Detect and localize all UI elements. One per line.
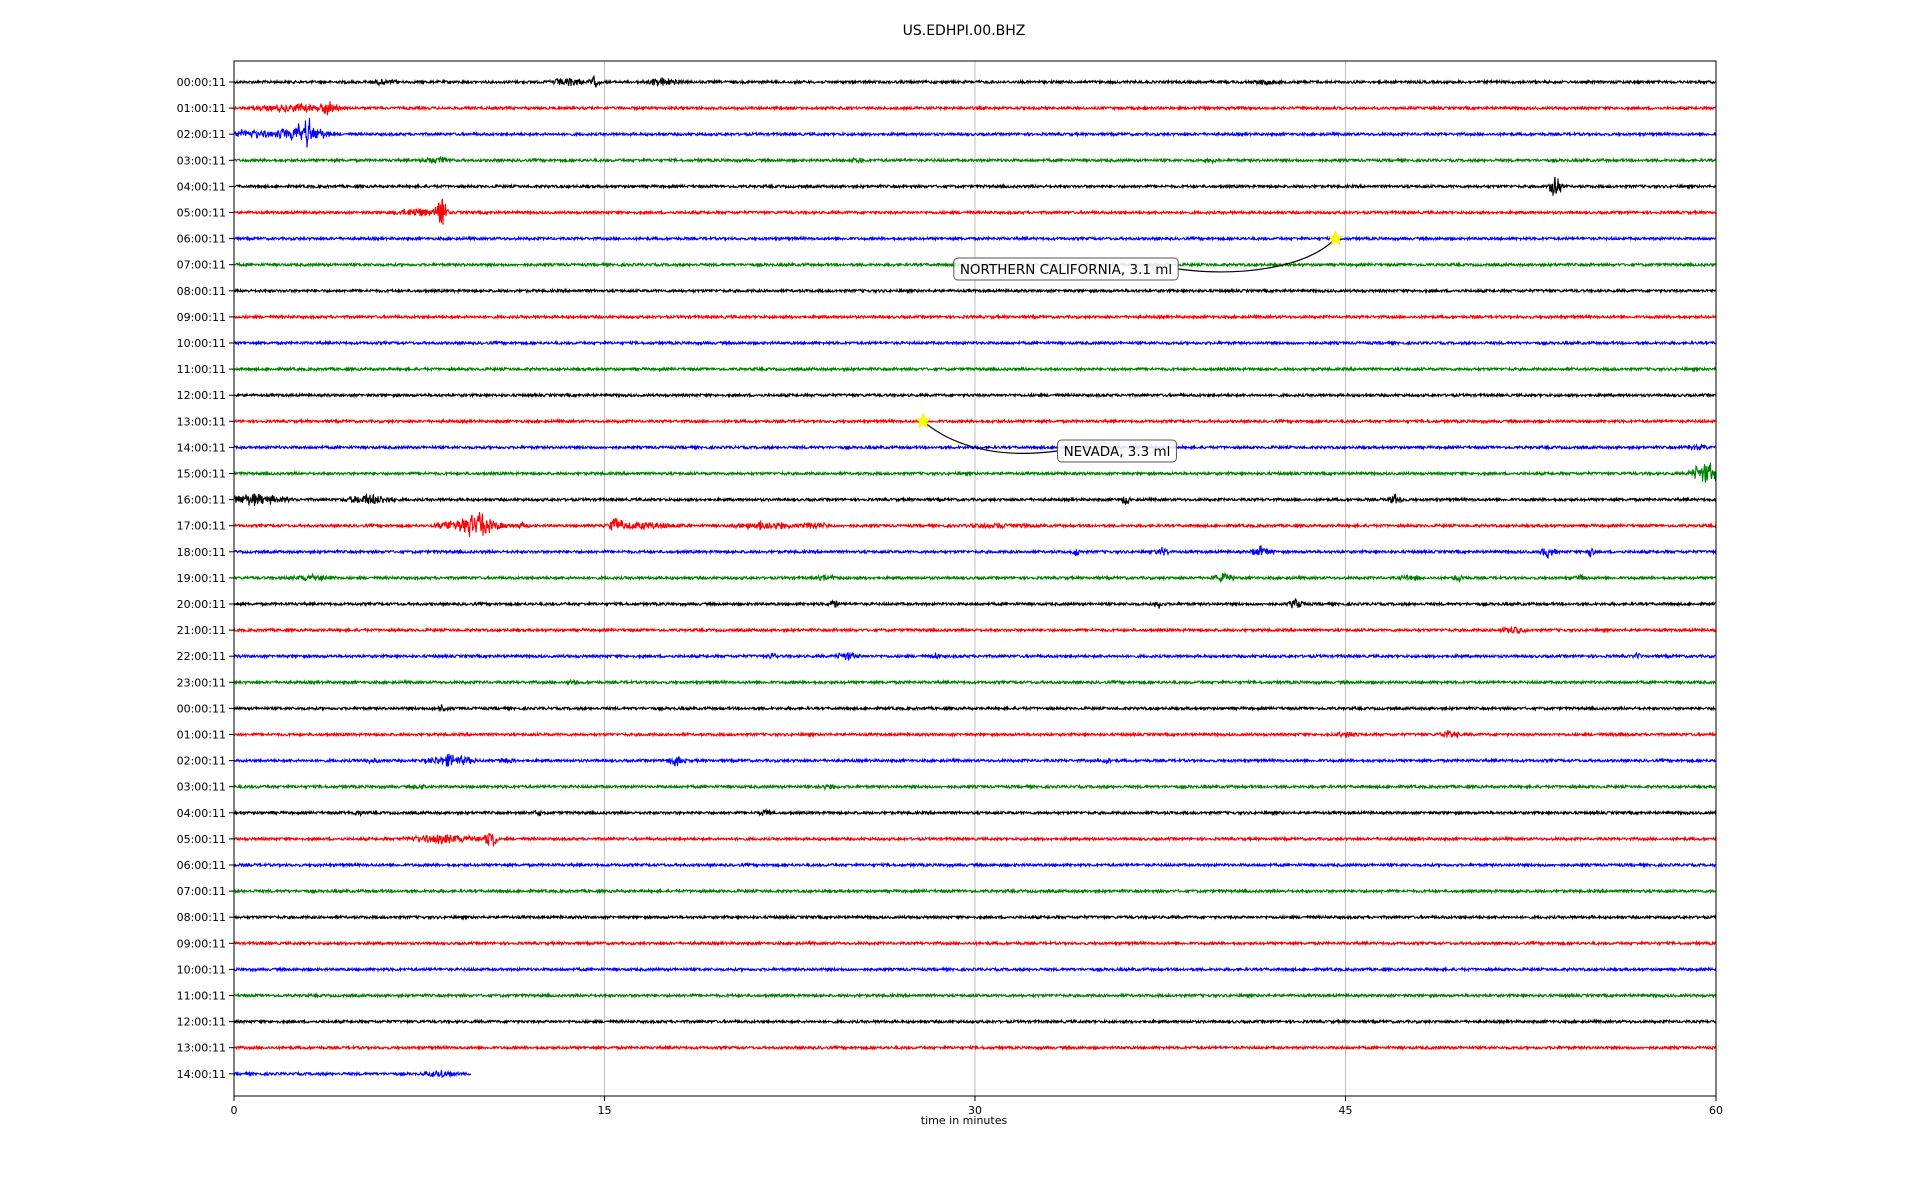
trace-row-18 — [233, 545, 1717, 559]
row-time-label: 01:00:11 — [177, 102, 226, 115]
row-time-label: 04:00:11 — [177, 807, 226, 820]
x-tick-label: 45 — [1339, 1104, 1353, 1117]
row-time-label: 12:00:11 — [177, 1016, 226, 1029]
row-time-label: 13:00:11 — [177, 415, 226, 428]
row-time-label: 09:00:11 — [177, 311, 226, 324]
row-time-label: 02:00:11 — [177, 128, 226, 141]
trace-row-3 — [233, 156, 1717, 165]
event-connector — [1178, 238, 1337, 273]
row-time-label: 07:00:11 — [177, 885, 226, 898]
event-label-box — [1057, 439, 1177, 463]
row-time-label: 00:00:11 — [177, 76, 226, 89]
trace-row-25 — [233, 729, 1717, 740]
row-time-label: 11:00:11 — [177, 990, 226, 1003]
row-time-label: 06:00:11 — [177, 859, 226, 872]
row-time-label: 19:00:11 — [177, 572, 226, 585]
row-time-label: 03:00:11 — [177, 154, 226, 167]
trace-row-15 — [233, 462, 1717, 483]
x-axis-ticks: 0 15 30 45 60 — [231, 1096, 1723, 1117]
trace-row-27 — [233, 783, 1717, 792]
trace-row-13 — [233, 417, 1717, 425]
x-tick-label: 0 — [231, 1104, 238, 1117]
trace-row-20 — [233, 598, 1717, 609]
trace-row-29 — [233, 832, 1717, 847]
event-label: NORTHERN CALIFORNIA, 3.1 ml — [960, 262, 1172, 278]
trace-row-1 — [233, 101, 1717, 116]
row-time-label: 07:00:11 — [177, 259, 226, 272]
row-time-label: 15:00:11 — [177, 468, 226, 481]
trace-row-31 — [233, 887, 1717, 895]
trace-row-23 — [233, 678, 1717, 686]
trace-row-36 — [233, 1018, 1717, 1025]
row-time-label: 20:00:11 — [177, 598, 226, 611]
event-connector — [922, 420, 1058, 454]
row-time-label: 05:00:11 — [177, 207, 226, 220]
row-time-labels: 00:00:11 01:00:11 02:00:11 03:00:11 04:00:11… — [177, 76, 234, 1081]
row-time-label: 14:00:11 — [177, 1068, 226, 1081]
row-time-label: 17:00:11 — [177, 520, 226, 533]
row-time-label: 10:00:11 — [177, 963, 226, 976]
row-time-label: 11:00:11 — [177, 363, 226, 376]
x-tick-label: 60 — [1709, 1104, 1723, 1117]
trace-row-8 — [233, 287, 1717, 295]
trace-row-9 — [233, 313, 1717, 321]
trace-row-32 — [233, 913, 1717, 921]
plot-frame — [233, 60, 1717, 1097]
x-axis-label: time in minutes — [921, 1114, 1008, 1127]
trace-row-5 — [233, 198, 1717, 225]
row-time-label: 06:00:11 — [177, 233, 226, 246]
row-time-label: 16:00:11 — [177, 494, 226, 507]
trace-row-19 — [233, 571, 1717, 584]
row-time-label: 18:00:11 — [177, 546, 226, 559]
event-star-icon — [914, 412, 932, 429]
row-time-label: 08:00:11 — [177, 911, 226, 924]
trace-row-37 — [233, 1044, 1717, 1052]
trace-row-16 — [233, 492, 1717, 507]
trace-row-17 — [233, 511, 1717, 538]
trace-row-12 — [233, 391, 1717, 399]
trace-group — [233, 75, 1717, 1079]
trace-row-11 — [233, 365, 1717, 373]
event-star-icon — [1327, 229, 1344, 246]
row-time-label: 13:00:11 — [177, 1042, 226, 1055]
trace-row-4 — [233, 176, 1717, 196]
trace-row-35 — [233, 992, 1717, 999]
trace-row-2 — [233, 118, 1717, 148]
row-time-label: 09:00:11 — [177, 937, 226, 950]
row-time-label: 02:00:11 — [177, 755, 226, 768]
row-time-label: 00:00:11 — [177, 702, 226, 715]
row-time-label: 05:00:11 — [177, 833, 226, 846]
row-time-label: 04:00:11 — [177, 180, 226, 193]
row-time-label: 21:00:11 — [177, 624, 226, 637]
trace-row-22 — [233, 651, 1717, 662]
row-time-label: 14:00:11 — [177, 441, 226, 454]
row-time-label: 03:00:11 — [177, 781, 226, 794]
event-annotation: NEVADA, 3.3 ml — [914, 412, 1177, 463]
trace-row-28 — [233, 807, 1717, 818]
row-time-label: 10:00:11 — [177, 337, 226, 350]
row-time-label: 08:00:11 — [177, 285, 226, 298]
trace-row-38 — [233, 1069, 472, 1079]
trace-row-33 — [233, 939, 1717, 947]
x-tick-label: 30 — [968, 1104, 982, 1117]
trace-row-34 — [233, 965, 1717, 973]
row-time-label: 12:00:11 — [177, 389, 226, 402]
row-time-label: 01:00:11 — [177, 729, 226, 742]
trace-row-0 — [233, 75, 1717, 88]
trace-row-6 — [233, 235, 1717, 242]
chart-title: US.EDHPI.00.BHZ — [903, 23, 1026, 39]
trace-row-21 — [233, 625, 1717, 634]
event-label: NEVADA, 3.3 ml — [1064, 444, 1171, 460]
row-time-label: 23:00:11 — [177, 676, 226, 689]
event-label-box — [953, 257, 1179, 281]
event-annotation: NORTHERN CALIFORNIA, 3.1 ml — [953, 229, 1344, 281]
row-time-label: 22:00:11 — [177, 650, 226, 663]
event-annotations: NORTHERN CALIFORNIA, 3.1 ml NEVADA, 3.3 m… — [914, 229, 1344, 463]
trace-row-26 — [233, 753, 1717, 768]
trace-row-30 — [233, 861, 1717, 869]
trace-row-24 — [233, 704, 1717, 713]
x-tick-label: 15 — [598, 1104, 612, 1117]
trace-row-10 — [233, 339, 1717, 347]
